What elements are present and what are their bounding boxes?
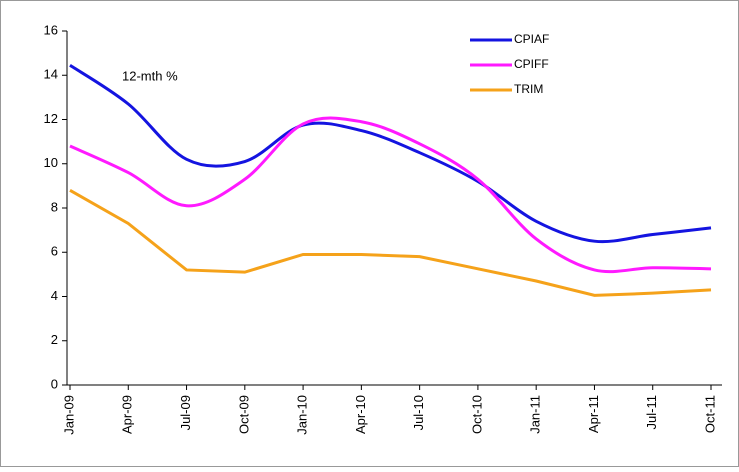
y-tick-label: 14 bbox=[44, 67, 58, 82]
y-tick-label: 4 bbox=[51, 288, 58, 303]
y-tick-label: 12 bbox=[44, 111, 58, 126]
x-tick-label: Jan-11 bbox=[528, 395, 543, 434]
x-tick-label: Oct-09 bbox=[236, 395, 251, 434]
y-tick-label: 6 bbox=[51, 244, 58, 259]
x-tick-label: Jul-09 bbox=[178, 395, 193, 430]
y-tick-label: 8 bbox=[51, 199, 58, 214]
series-line bbox=[69, 116, 712, 274]
legend-label: TRIM bbox=[514, 82, 543, 96]
series-line bbox=[69, 64, 712, 244]
x-tick-label: Oct-11 bbox=[702, 395, 717, 433]
x-tick-label: Jan-10 bbox=[295, 395, 310, 435]
series-line bbox=[69, 188, 712, 297]
y-tick-label: 0 bbox=[51, 376, 58, 391]
x-tick-label: Jul-11 bbox=[644, 395, 659, 429]
x-tick-label: Apr-11 bbox=[586, 395, 601, 433]
y-tick-label: 2 bbox=[51, 332, 58, 347]
legend-label: CPIAF bbox=[514, 32, 549, 46]
x-tick-label: Oct-10 bbox=[469, 395, 484, 434]
legend-label: CPIFF bbox=[514, 57, 549, 71]
x-tick-label: Apr-10 bbox=[353, 395, 368, 434]
x-tick-label: Jul-10 bbox=[411, 395, 426, 430]
x-tick-label: Jan-09 bbox=[61, 395, 76, 435]
annotation: 12-mth % bbox=[122, 68, 178, 83]
y-tick-label: 16 bbox=[44, 22, 58, 37]
x-tick-label: Apr-09 bbox=[120, 395, 135, 434]
y-tick-label: 10 bbox=[44, 155, 58, 170]
